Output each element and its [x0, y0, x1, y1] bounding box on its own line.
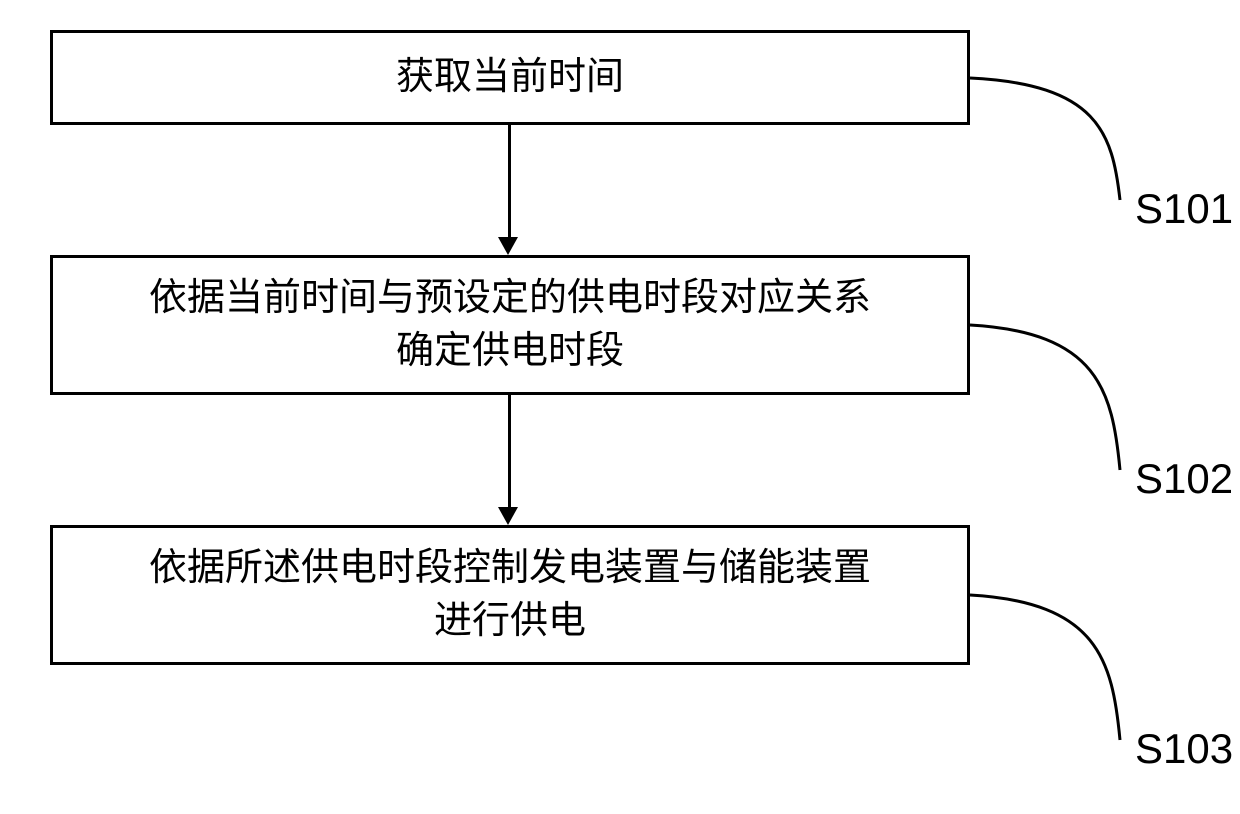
- flowchart-curve-3: [0, 0, 1240, 814]
- step-label-3-text: S103: [1135, 725, 1233, 772]
- step-label-3: S103: [1135, 725, 1233, 773]
- curve-path-3: [970, 595, 1120, 740]
